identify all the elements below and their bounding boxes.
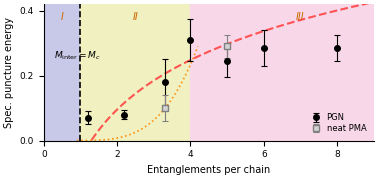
Y-axis label: Spec. puncture energy: Spec. puncture energy <box>4 17 14 128</box>
X-axis label: Entanglements per chain: Entanglements per chain <box>147 165 270 175</box>
Bar <box>81 4 191 141</box>
Text: II: II <box>133 12 138 22</box>
Text: $M_{\mathrm{inter}} = M_c$: $M_{\mathrm{inter}} = M_c$ <box>54 50 101 62</box>
Text: I: I <box>61 12 64 22</box>
Text: III: III <box>296 12 305 22</box>
Legend: PGN, neat PMA: PGN, neat PMA <box>304 110 370 136</box>
Bar <box>191 4 374 141</box>
Bar <box>44 4 81 141</box>
